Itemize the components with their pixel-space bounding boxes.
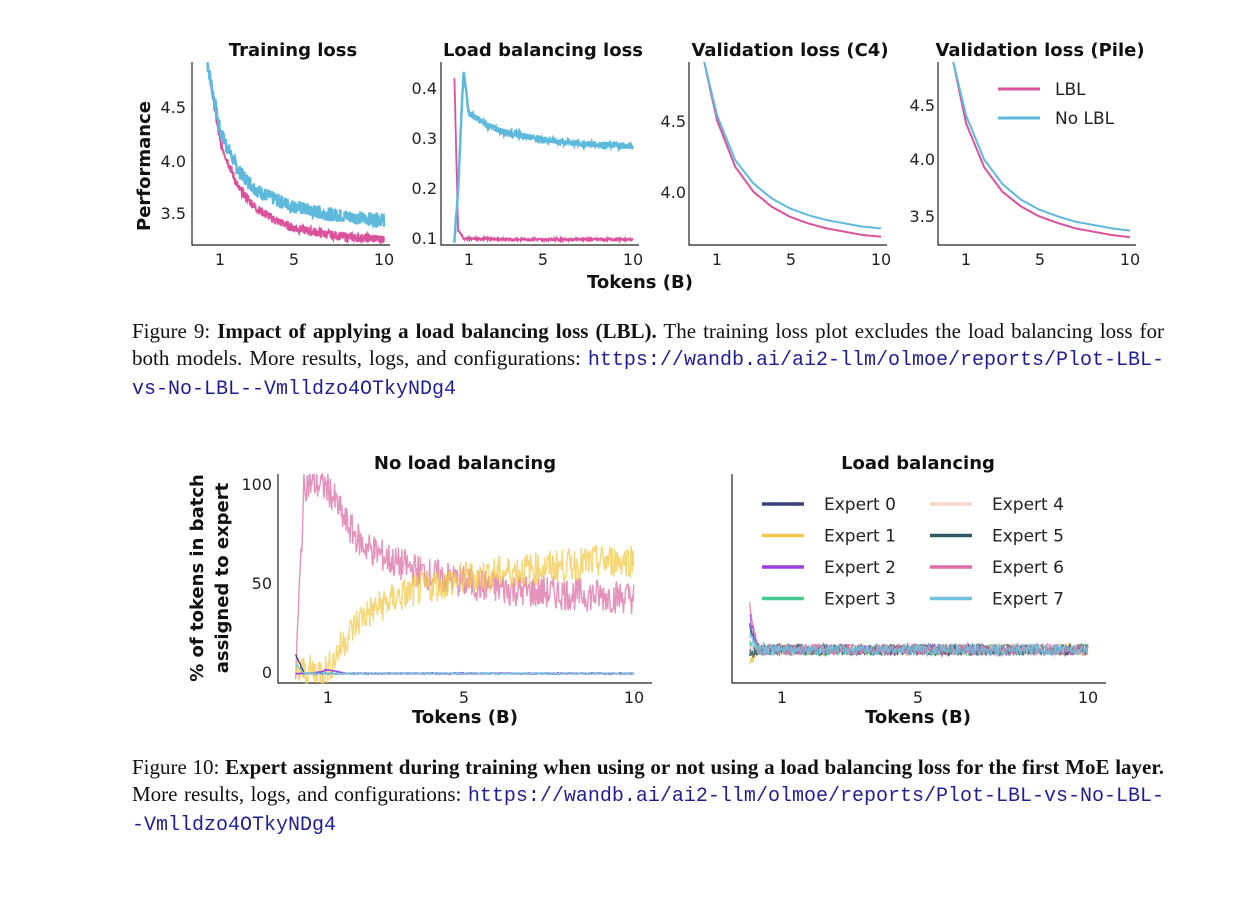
fig9-ylabel: Performance	[134, 101, 155, 231]
fig9-panel-title: Validation loss (Pile)	[935, 40, 1144, 61]
fig10-axes	[277, 474, 1106, 684]
fig9-panel-title: Load balancing loss	[443, 40, 643, 61]
y-tick-label: 100	[241, 475, 272, 494]
y-tick-label: 4.5	[161, 98, 186, 117]
x-tick-label: 5	[538, 250, 548, 269]
caption-label: Figure 10:	[132, 755, 220, 779]
caption-bold: Impact of applying a load balancing loss…	[217, 319, 657, 343]
x-tick-label: 10	[624, 688, 644, 707]
x-tick-label: 5	[786, 250, 796, 269]
x-tick-label: 1	[712, 250, 722, 269]
series-line-expert-0	[295, 654, 635, 676]
y-tick-label: 0.3	[412, 129, 437, 148]
legend-label-lbl: LBL	[1055, 80, 1086, 100]
x-tick-label: 5	[913, 688, 923, 707]
series-line-lbl	[453, 78, 634, 244]
legend-label-expert-3: Expert 3	[824, 590, 896, 610]
axis-lines	[191, 62, 390, 246]
axis-lines	[688, 62, 887, 246]
caption-text: The training loss plot excludes the load…	[132, 319, 1165, 370]
series-line-lbl	[703, 61, 882, 238]
series-line-expert-7	[749, 632, 1089, 658]
y-tick-label: 4.0	[161, 152, 186, 171]
caption-label: Figure 9:	[132, 319, 211, 343]
fig10-xlabel: Tokens (B)	[865, 707, 971, 728]
legend-label-expert-1: Expert 1	[824, 527, 896, 547]
series-line-no-lbl	[453, 71, 634, 243]
x-tick-label: 1	[777, 688, 787, 707]
y-tick-label: 0.4	[412, 79, 437, 98]
x-tick-label: 10	[623, 250, 643, 269]
fig10-legend: Expert 0 Expert 1 Expert 2 Expert 3 Expert 4…	[762, 495, 1064, 610]
x-tick-label: 5	[289, 250, 299, 269]
fig9-series	[206, 61, 1131, 245]
series-line-lbl	[952, 61, 1131, 239]
series-line-no-lbl	[206, 61, 386, 229]
series-line-expert-7	[295, 663, 634, 676]
x-tick-label: 1	[215, 250, 225, 269]
series-line-no-lbl	[703, 61, 882, 230]
y-tick-label: 3.5	[161, 204, 186, 223]
x-tick-label: 10	[374, 250, 394, 269]
axis-lines	[937, 62, 1136, 246]
legend-label-expert-5: Expert 5	[992, 527, 1064, 547]
fig9-panel-title: Validation loss (C4)	[691, 40, 888, 61]
x-tick-label: 10	[871, 250, 891, 269]
y-tick-label: 0.2	[412, 179, 437, 198]
x-tick-label: 10	[1120, 250, 1140, 269]
x-tick-label: 1	[464, 250, 474, 269]
fig9-axes	[191, 62, 1136, 246]
figure-9-caption: Figure 9: Impact of applying a load bala…	[132, 318, 1164, 403]
fig10-panel-title: No load balancing	[374, 453, 556, 474]
legend-label-no-lbl: No LBL	[1055, 109, 1115, 129]
y-tick-label: 0.1	[412, 229, 437, 248]
fig9-xlabel: Tokens (B)	[587, 272, 693, 293]
fig9-legend: LBL No LBL	[998, 80, 1115, 129]
figure-10-caption: Figure 10: Expert assignment during trai…	[132, 754, 1164, 839]
fig10-ylabel-line1: % of tokens in batch	[187, 474, 208, 682]
y-tick-label: 4.0	[910, 150, 935, 169]
x-tick-label: 5	[459, 688, 469, 707]
fig9-xticks: 1 5 10 1 5 10 1 5 10 1 5 10	[215, 250, 1140, 269]
caption-text: More results, logs, and configurations:	[132, 782, 462, 806]
fig10-ylabel-line2: assigned to expert	[212, 482, 233, 673]
y-tick-label: 50	[252, 574, 272, 593]
fig10-xticks: 1 5 10 1 5 10	[323, 688, 1098, 707]
y-tick-label: 4.0	[661, 183, 686, 202]
fig9-yticks: 3.5 4.0 4.5 0.1 0.2 0.3 0.4 4.0 4.5 3.5 …	[161, 79, 935, 248]
fig10-yticks: 100 50 0	[241, 475, 272, 682]
legend-label-expert-0: Expert 0	[824, 495, 896, 515]
fig9-panel-title: Training loss	[229, 40, 357, 61]
fig10-xlabel: Tokens (B)	[412, 707, 518, 728]
series-line-expert-1	[295, 544, 635, 685]
x-tick-label: 10	[1078, 688, 1098, 707]
x-tick-label: 1	[961, 250, 971, 269]
x-tick-label: 5	[1035, 250, 1045, 269]
series-line-no-lbl	[952, 61, 1131, 232]
caption-url-link[interactable]: https://wandb.ai/ai2-llm/olmoe/reports/P…	[132, 349, 1165, 401]
legend-label-expert-4: Expert 4	[992, 495, 1064, 515]
legend-label-expert-2: Expert 2	[824, 558, 896, 578]
y-tick-label: 3.5	[910, 207, 935, 226]
caption-url-link[interactable]: https://wandb.ai/ai2-llm/olmoe/reports/P…	[132, 785, 1165, 837]
caption-bold: Expert assignment during training when u…	[225, 755, 1165, 779]
axis-lines	[440, 62, 639, 246]
series-line-lbl	[206, 64, 385, 245]
legend-label-expert-7: Expert 7	[992, 590, 1064, 610]
y-tick-label: 0	[262, 663, 272, 682]
axis-lines	[277, 474, 652, 684]
legend-label-expert-6: Expert 6	[992, 558, 1064, 578]
x-tick-label: 1	[323, 688, 333, 707]
y-tick-label: 4.5	[661, 112, 686, 131]
y-tick-label: 4.5	[910, 96, 935, 115]
axis-lines	[731, 474, 1106, 684]
fig10-series	[295, 472, 1089, 685]
fig10-panel-title: Load balancing	[841, 453, 995, 474]
